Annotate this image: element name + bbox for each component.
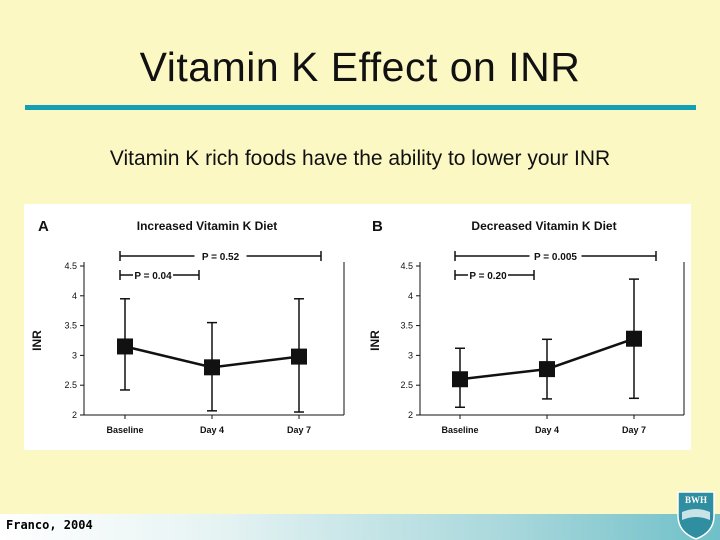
chart-title: Decreased Vitamin K Diet: [471, 219, 616, 233]
logo-lettering: BWH: [685, 495, 707, 505]
p-value-label: P = 0.005: [534, 252, 577, 263]
data-point-marker: [117, 338, 133, 355]
y-tick-label: 4.5: [64, 261, 77, 271]
data-point-marker: [539, 361, 555, 378]
data-point-marker: [291, 348, 307, 365]
data-point-marker: [626, 330, 642, 347]
y-tick-label: 2: [72, 410, 77, 420]
x-tick-label: Day 4: [200, 425, 224, 435]
y-tick-label: 3.5: [64, 321, 77, 331]
y-tick-label: 2.5: [64, 380, 77, 390]
y-tick-label: 3.5: [400, 321, 413, 331]
y-tick-label: 2: [408, 410, 413, 420]
y-tick-label: 4.5: [400, 261, 413, 271]
footer-bar: [0, 514, 720, 540]
x-tick-label: Baseline: [106, 425, 143, 435]
x-tick-label: Baseline: [441, 425, 478, 435]
p-value-label: P = 0.52: [202, 252, 240, 263]
y-axis-label: INR: [30, 330, 44, 351]
y-tick-label: 3: [72, 350, 77, 360]
x-tick-label: Day 7: [622, 425, 646, 435]
x-tick-label: Day 7: [287, 425, 311, 435]
y-axis-label: INR: [368, 330, 382, 351]
citation-text: Franco, 2004: [6, 518, 93, 532]
y-tick-label: 2.5: [400, 380, 413, 390]
figure-panel: A Increased Vitamin K Diet INR 4.5 4 3.5 3 2.5 2…: [24, 204, 691, 450]
slide-subtitle: Vitamin K rich foods have the ability to…: [109, 147, 611, 170]
data-point-marker: [204, 359, 220, 376]
x-tick-label: Day 4: [535, 425, 559, 435]
panel-label: A: [38, 218, 49, 235]
bwh-shield-logo: BWH: [677, 491, 715, 540]
title-underline: [25, 105, 696, 110]
y-tick-label: 4: [72, 291, 77, 301]
chart-title: Increased Vitamin K Diet: [137, 219, 278, 233]
panel-label: B: [372, 218, 383, 235]
slide-title: Vitamin K Effect on INR: [139, 44, 581, 90]
p-value-label: P = 0.04: [134, 271, 172, 282]
p-value-label: P = 0.20: [469, 271, 507, 282]
y-tick-label: 4: [408, 291, 413, 301]
data-point-marker: [452, 371, 468, 388]
y-tick-label: 3: [408, 350, 413, 360]
chart-area: A Increased Vitamin K Diet INR 4.5 4 3.5 3 2.5 2…: [30, 218, 685, 435]
